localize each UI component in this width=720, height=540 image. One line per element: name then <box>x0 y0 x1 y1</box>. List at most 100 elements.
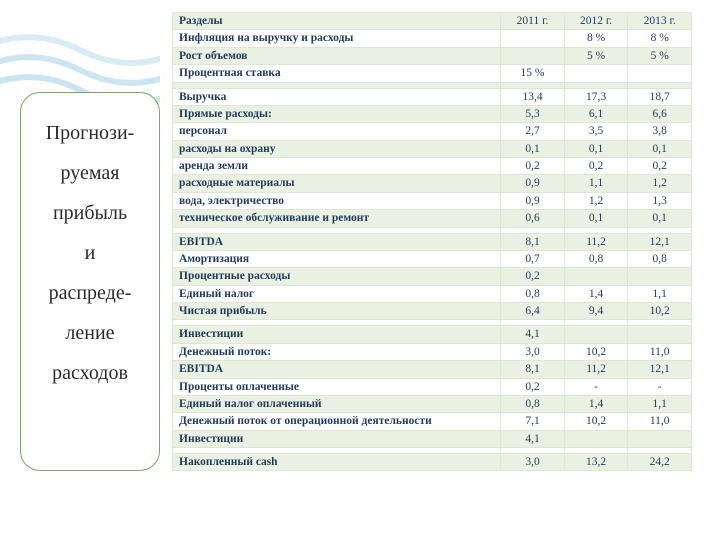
b2-y2012 <box>564 268 628 285</box>
side-title-line: расходов <box>29 353 151 393</box>
b1-y2011: 2,7 <box>501 123 565 140</box>
b3-y2013: 1,1 <box>628 395 692 412</box>
b3-y2011: 4,1 <box>501 430 565 447</box>
b2-y2013: 0,8 <box>628 250 692 267</box>
b4-y2011: 3,0 <box>501 454 565 471</box>
b1-row: расходные материалы0,91,11,2 <box>173 175 692 192</box>
b3-y2012: 11,2 <box>564 361 628 378</box>
b1-row: Выручка13,417,318,7 <box>173 88 692 105</box>
header-y2013 <box>628 65 692 82</box>
b3-label: EBITDA <box>173 361 501 378</box>
b3-y2011: 0,8 <box>501 395 565 412</box>
b1-y2012: 6,1 <box>564 105 628 122</box>
b1-label: персонал <box>173 123 501 140</box>
header-y2012: 2012 г. <box>564 13 628 30</box>
header-y2013: 2013 г. <box>628 13 692 30</box>
b1-y2013: 1,3 <box>628 192 692 209</box>
b1-y2011: 5,3 <box>501 105 565 122</box>
b1-y2012: 3,5 <box>564 123 628 140</box>
b3-y2012: 10,2 <box>564 343 628 360</box>
header-label: Разделы <box>173 13 501 30</box>
b3-y2012: 10,2 <box>564 413 628 430</box>
b2-y2013: 10,2 <box>628 303 692 320</box>
b2-label: Чистая прибыль <box>173 303 501 320</box>
b1-y2012: 0,1 <box>564 140 628 157</box>
b4-y2012: 13,2 <box>564 454 628 471</box>
b3-row: Денежный поток от операционной деятельно… <box>173 413 692 430</box>
b3-label: Единый налог оплаченный <box>173 395 501 412</box>
b2-y2012: 0,8 <box>564 250 628 267</box>
b2-y2011: 0,2 <box>501 268 565 285</box>
header-label: Процентная ставка <box>173 65 501 82</box>
b1-row: вода, электричество0,91,21,3 <box>173 192 692 209</box>
side-title-line: Прогнози- <box>29 113 151 153</box>
b1-label: расходы на охрану <box>173 140 501 157</box>
header-y2012: 8 % <box>564 30 628 47</box>
b2-y2011: 0,7 <box>501 250 565 267</box>
b4-y2013: 24,2 <box>628 454 692 471</box>
b2-y2012: 11,2 <box>564 233 628 250</box>
b1-y2011: 0,9 <box>501 175 565 192</box>
side-title: Прогнози-руемаяприбыльираспреде-лениерас… <box>20 92 160 471</box>
b3-row: Проценты оплаченные0,2-- <box>173 378 692 395</box>
header-y2013: 8 % <box>628 30 692 47</box>
b1-row: персонал2,73,53,8 <box>173 123 692 140</box>
b1-label: вода, электричество <box>173 192 501 209</box>
b1-y2013: 1,2 <box>628 175 692 192</box>
header-y2011 <box>501 30 565 47</box>
b2-row: Чистая прибыль6,49,410,2 <box>173 303 692 320</box>
b3-label: Инвестиции <box>173 326 501 343</box>
b2-y2011: 8,1 <box>501 233 565 250</box>
b2-label: Амортизация <box>173 250 501 267</box>
b1-y2012: 0,2 <box>564 158 628 175</box>
b3-y2012: 1,4 <box>564 395 628 412</box>
b2-row: Единый налог0,81,41,1 <box>173 285 692 302</box>
b1-y2012: 0,1 <box>564 210 628 227</box>
b1-y2013: 3,8 <box>628 123 692 140</box>
b3-y2013 <box>628 326 692 343</box>
b2-y2011: 0,8 <box>501 285 565 302</box>
header-label: Рост объемов <box>173 47 501 64</box>
b2-y2012: 1,4 <box>564 285 628 302</box>
header-row: Процентная ставка15 % <box>173 65 692 82</box>
b1-row: расходы на охрану0,10,10,1 <box>173 140 692 157</box>
b3-y2012: - <box>564 378 628 395</box>
header-y2011 <box>501 47 565 64</box>
b1-y2013: 0,1 <box>628 140 692 157</box>
header-y2011: 2011 г. <box>501 13 565 30</box>
b3-label: Денежный поток от операционной деятельно… <box>173 413 501 430</box>
b2-label: Единый налог <box>173 285 501 302</box>
b1-label: аренда земли <box>173 158 501 175</box>
b3-y2011: 0,2 <box>501 378 565 395</box>
b2-y2013 <box>628 268 692 285</box>
b1-y2012: 1,2 <box>564 192 628 209</box>
b1-y2011: 0,9 <box>501 192 565 209</box>
b2-y2012: 9,4 <box>564 303 628 320</box>
b3-label: Денежный поток: <box>173 343 501 360</box>
b3-row: Инвестиции4,1 <box>173 430 692 447</box>
b1-label: расходные материалы <box>173 175 501 192</box>
b3-row: Единый налог оплаченный0,81,41,1 <box>173 395 692 412</box>
header-y2012: 5 % <box>564 47 628 64</box>
b3-y2011: 8,1 <box>501 361 565 378</box>
b1-row: аренда земли0,20,20,2 <box>173 158 692 175</box>
b1-row: Прямые расходы:5,36,16,6 <box>173 105 692 122</box>
b1-y2011: 0,1 <box>501 140 565 157</box>
b3-label: Инвестиции <box>173 430 501 447</box>
financial-table: Разделы2011 г.2012 г.2013 г.Инфляция на … <box>172 12 692 471</box>
b1-y2013: 18,7 <box>628 88 692 105</box>
b2-row: Процентные расходы0,2 <box>173 268 692 285</box>
header-y2011: 15 % <box>501 65 565 82</box>
side-title-line: прибыль <box>29 193 151 233</box>
b1-y2012: 1,1 <box>564 175 628 192</box>
side-title-line: распреде- <box>29 273 151 313</box>
b1-label: Прямые расходы: <box>173 105 501 122</box>
b2-y2013: 12,1 <box>628 233 692 250</box>
b3-row: EBITDA8,111,212,1 <box>173 361 692 378</box>
header-row: Инфляция на выручку и расходы 8 %8 % <box>173 30 692 47</box>
b2-row: EBITDA8,111,212,1 <box>173 233 692 250</box>
b1-y2011: 13,4 <box>501 88 565 105</box>
header-label: Инфляция на выручку и расходы <box>173 30 501 47</box>
header-y2012 <box>564 65 628 82</box>
b1-y2013: 0,1 <box>628 210 692 227</box>
